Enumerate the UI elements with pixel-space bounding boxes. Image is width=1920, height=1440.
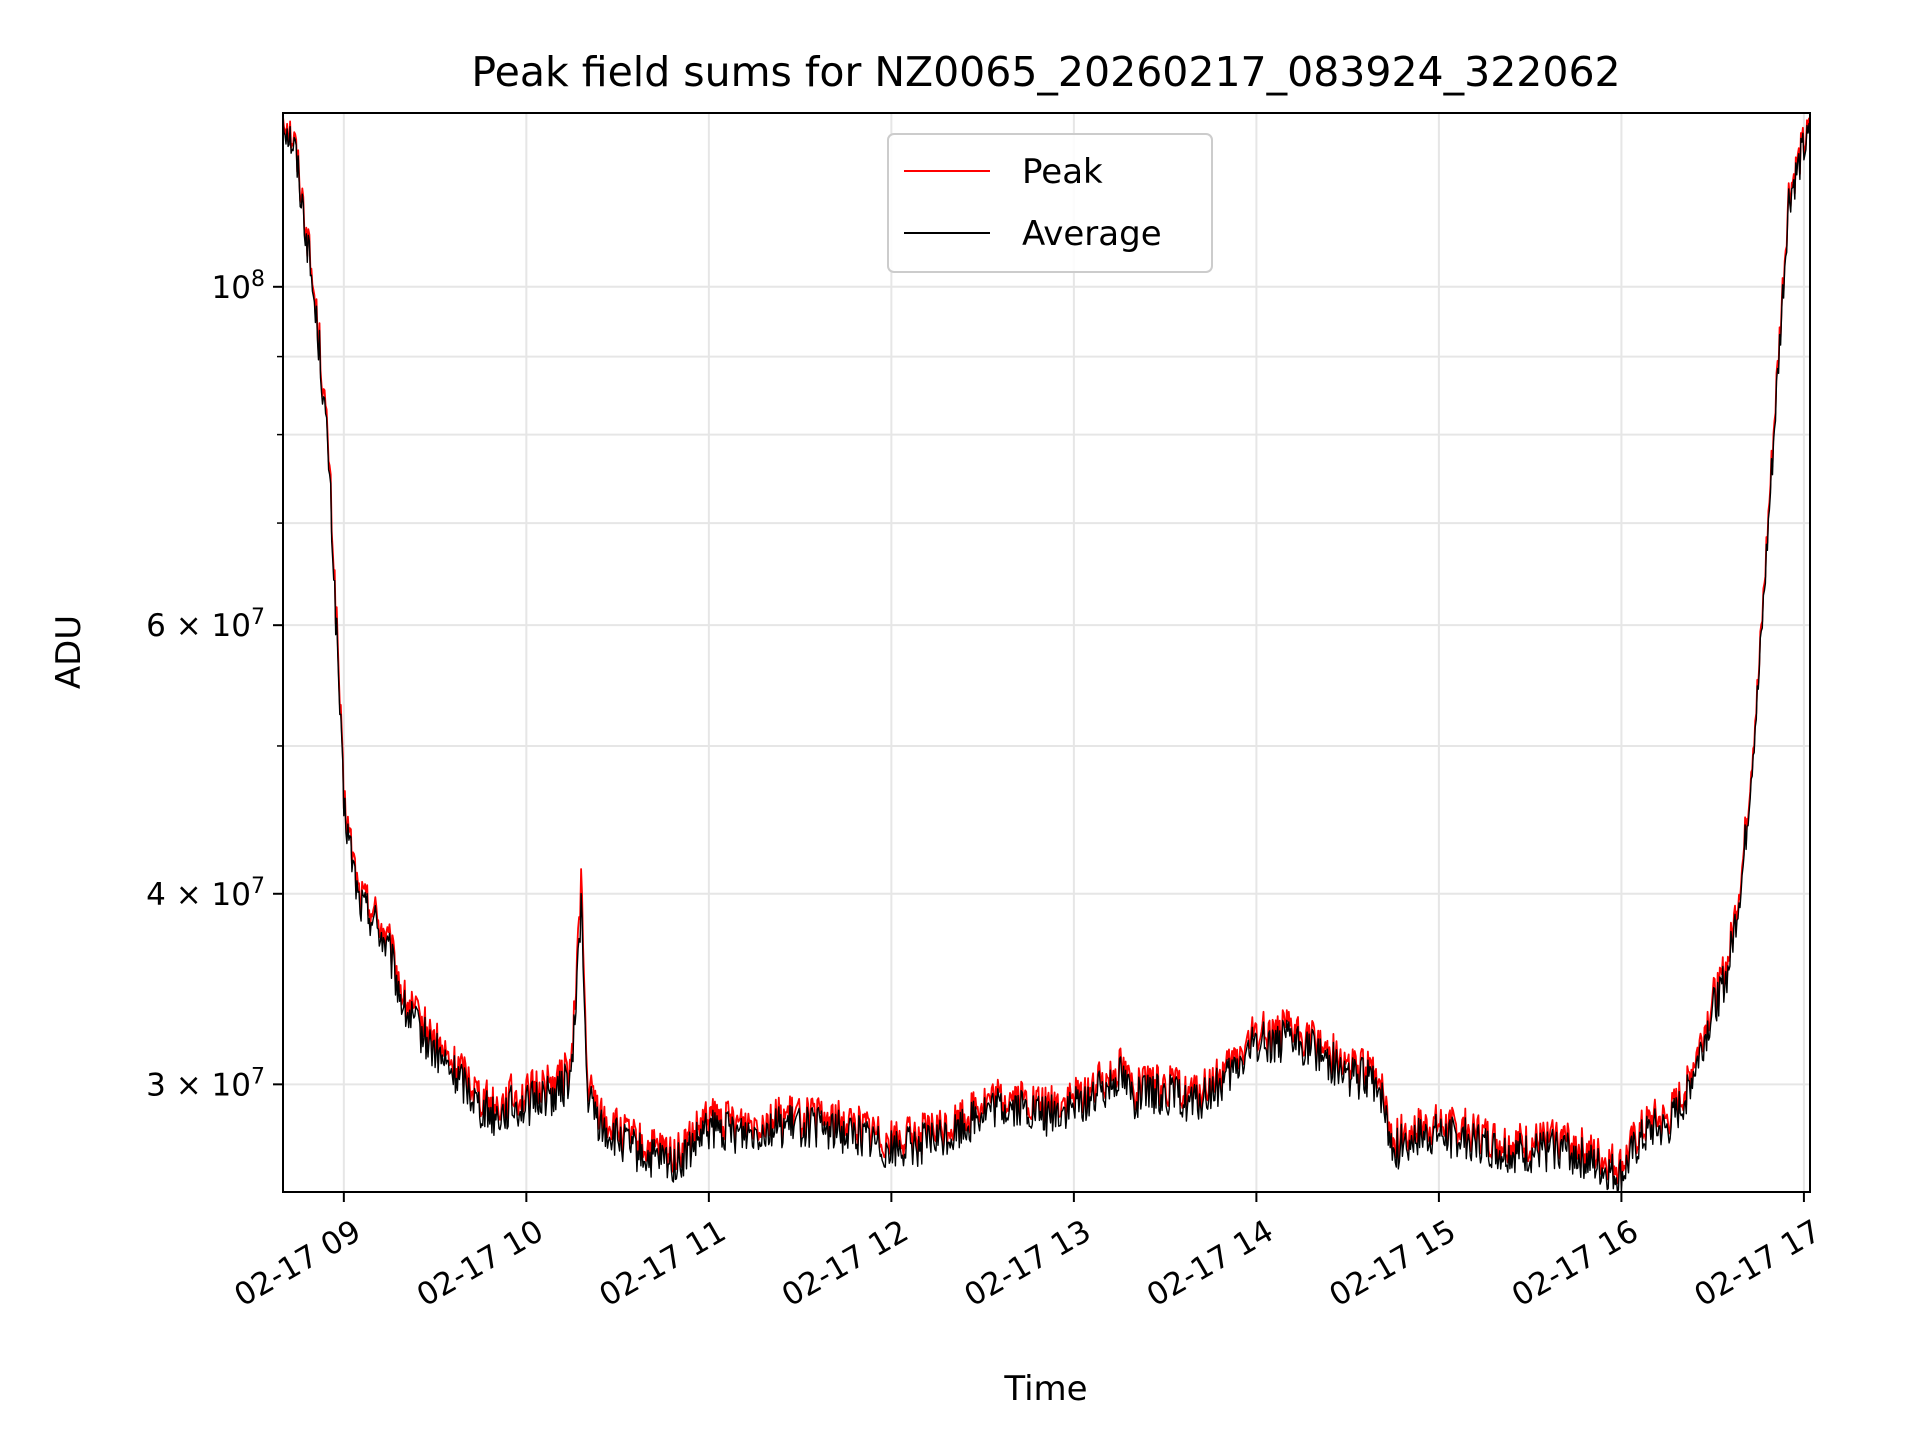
legend-box (887, 133, 1213, 273)
y-tick-label: 3 × 107 (146, 1064, 265, 1104)
y-axis-label: ADU (49, 615, 89, 689)
series-layer (282, 116, 1811, 1193)
y-tick-label: 108 (212, 266, 265, 306)
plot-frame (282, 112, 1811, 1193)
legend-label-average: Average (1022, 214, 1162, 254)
y-axis: 3 × 107 4 × 107 6 × 107 108 (146, 266, 283, 1103)
x-axis-label: Time (1003, 1369, 1087, 1409)
series-line-average (282, 121, 1811, 1193)
legend: Peak Average (887, 133, 1213, 273)
y-tick-label: 4 × 107 (146, 873, 265, 913)
legend-label-peak: Peak (1022, 152, 1103, 192)
grid (283, 113, 1810, 1192)
y-tick-label: 6 × 107 (146, 605, 265, 645)
chart-title: Peak field sums for NZ0065_20260217_0839… (471, 48, 1620, 96)
